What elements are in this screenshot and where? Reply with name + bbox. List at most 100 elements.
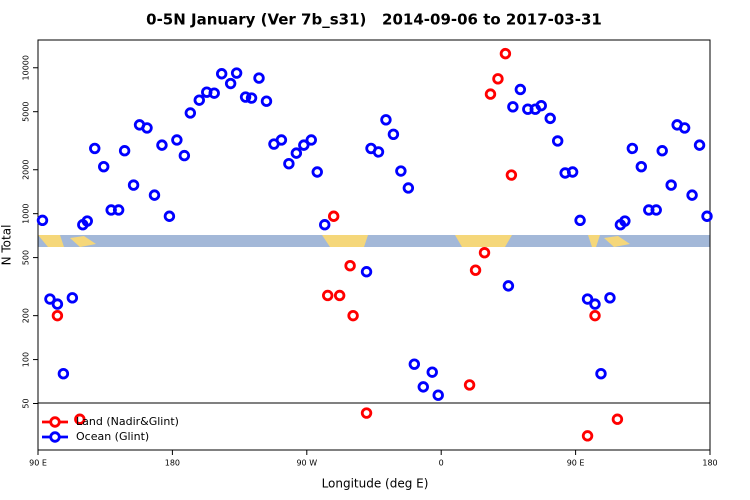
x-tick-label: 180 [165,459,180,468]
point [619,215,631,227]
point [650,204,662,216]
x-tick-label: 0 [439,459,444,468]
point [57,368,70,380]
point [499,47,512,60]
point [502,280,515,292]
point [505,169,518,181]
point [469,264,482,276]
point [426,366,438,378]
point [98,160,110,173]
point [402,182,415,194]
map-band [38,235,710,247]
x-tick-label: 90 E [29,459,47,468]
point [89,142,101,155]
point [678,122,691,134]
plot-frame [37,39,711,451]
y-tick-label: 5000 [22,102,31,122]
x-axis-label: Longitude (deg E) [322,477,429,491]
point [184,107,197,119]
point [51,309,64,322]
point [360,407,373,419]
point [544,112,556,125]
legend-marker [49,431,61,443]
point [432,389,444,401]
point [253,72,265,84]
point [514,83,527,96]
legend-label: Land (Nadir&Glint) [76,415,179,428]
y-axis-label: N Total [0,225,14,266]
point [478,247,491,259]
point [36,214,49,227]
point [298,139,310,151]
point [245,92,258,104]
point [81,215,93,227]
point [74,413,86,425]
point [193,94,205,106]
point [260,95,273,107]
point [322,289,334,302]
point [305,134,317,146]
point [311,166,323,178]
point [290,147,303,159]
chart-title: 0-5N January (Ver 7b_s31) 2014-09-06 to … [146,11,602,29]
point [535,99,547,112]
legend-label: Ocean (Glint) [76,430,149,443]
point [178,149,191,162]
point [417,381,429,393]
point [566,166,579,178]
point [171,134,183,146]
point [492,73,504,85]
point [141,122,153,134]
point [611,413,624,425]
point [347,309,359,322]
point [507,101,519,113]
y-tick-label: 200 [22,308,31,323]
point [574,214,586,227]
point [395,165,407,177]
x-tick-label: 90 E [567,459,585,468]
legend-marker [49,416,61,428]
point [156,139,168,151]
point [581,430,594,442]
point [408,358,421,370]
y-tick-label: 10000 [22,55,31,80]
point [665,179,677,191]
point [230,67,243,79]
point [686,189,698,201]
point [656,145,668,157]
x-tick-label: 180 [702,459,717,468]
y-tick-label: 100 [22,352,31,367]
point [333,289,346,302]
point [239,91,252,103]
point [484,88,497,100]
y-tick-label: 2000 [22,160,31,180]
point [372,146,385,158]
point [283,158,295,170]
point [215,68,228,80]
point [604,292,616,304]
y-tick-label: 50 [22,398,31,408]
point [701,210,713,222]
point [387,128,400,140]
point [319,219,331,231]
y-tick-label: 500 [22,250,31,265]
point [148,189,161,201]
point [224,77,237,90]
point [275,134,288,146]
point [635,160,648,173]
point [693,139,706,151]
point [551,135,564,147]
point [163,210,176,222]
point [51,298,64,310]
point [589,298,601,310]
y-tick-label: 1000 [22,203,31,223]
x-tick-label: 90 W [296,459,317,468]
point [595,368,607,380]
point [127,179,140,191]
point [344,259,356,272]
point [589,309,601,322]
point [327,210,340,222]
point [581,293,594,305]
point [44,293,56,305]
